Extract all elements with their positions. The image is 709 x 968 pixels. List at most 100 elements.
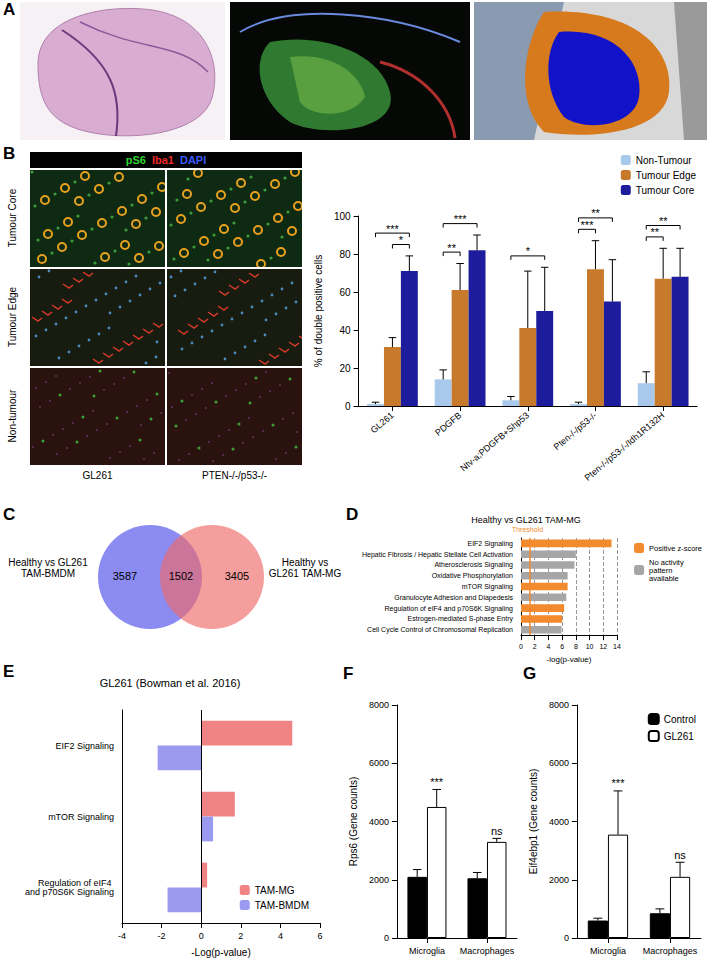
svg-text:Tumour Core: Tumour Core bbox=[636, 185, 695, 196]
html-text:3587: 3587 bbox=[112, 570, 138, 582]
svg-text:80: 80 bbox=[339, 249, 351, 260]
svg-text:6000: 6000 bbox=[369, 758, 389, 768]
svg-text:**: ** bbox=[650, 226, 659, 238]
svg-text:8000: 8000 bbox=[369, 700, 389, 710]
svg-text:60: 60 bbox=[339, 287, 351, 298]
svg-text:-Log(p-value): -Log(p-value) bbox=[191, 947, 250, 958]
svg-text:**: ** bbox=[659, 215, 668, 227]
svg-text:Atherosclerosis Signaling: Atherosclerosis Signaling bbox=[434, 561, 513, 569]
svg-text:PDGFB: PDGFB bbox=[433, 410, 463, 438]
svg-text:ns: ns bbox=[674, 849, 686, 861]
svg-text:% of double positive cells: % of double positive cells bbox=[313, 255, 324, 367]
svg-text:EIF2 Signaling: EIF2 Signaling bbox=[55, 741, 114, 751]
svg-text:Threshold: Threshold bbox=[512, 526, 543, 533]
svg-text:**: ** bbox=[447, 242, 456, 254]
svg-text:and p70S6K Signaling: and p70S6K Signaling bbox=[25, 887, 114, 897]
svg-text:***: *** bbox=[430, 776, 444, 788]
html-text:Healthy vs GL261 TAM-MG: Healthy vs GL261 TAM-MG bbox=[268, 557, 342, 579]
svg-text:-4: -4 bbox=[118, 931, 126, 941]
svg-text:6: 6 bbox=[317, 931, 322, 941]
svg-text:6: 6 bbox=[560, 643, 564, 650]
svg-text:0: 0 bbox=[564, 933, 569, 943]
svg-text:GL261 (Bowman et al. 2016): GL261 (Bowman et al. 2016) bbox=[100, 677, 241, 689]
svg-text:2000: 2000 bbox=[369, 875, 389, 885]
html-text:E: E bbox=[3, 662, 15, 681]
svg-text:Microglia: Microglia bbox=[409, 946, 445, 956]
svg-text:8: 8 bbox=[574, 643, 578, 650]
svg-text:8000: 8000 bbox=[549, 700, 569, 710]
svg-text:Pten-/-/p53-/-/Idh1R132H: Pten-/-/p53-/-/Idh1R132H bbox=[583, 410, 667, 483]
html-text:pS6: pS6 bbox=[125, 154, 146, 166]
svg-text:Non-Tumour: Non-Tumour bbox=[636, 155, 692, 166]
svg-text:*: * bbox=[399, 234, 404, 246]
svg-text:Eif4ebp1 (Gene counts): Eif4ebp1 (Gene counts) bbox=[528, 769, 539, 875]
svg-text:0: 0 bbox=[345, 401, 351, 412]
svg-text:EIF2 Signaling: EIF2 Signaling bbox=[467, 540, 513, 548]
svg-text:Microglia: Microglia bbox=[590, 946, 626, 956]
html-text:G: G bbox=[523, 664, 537, 683]
svg-text:Positive z-score: Positive z-score bbox=[649, 544, 702, 553]
svg-text:*: * bbox=[526, 245, 531, 257]
svg-text:0: 0 bbox=[384, 933, 389, 943]
svg-text:Cell Cycle Control of Chromoso: Cell Cycle Control of Chromosomal Replic… bbox=[367, 626, 513, 634]
svg-text:-log(p-value): -log(p-value) bbox=[547, 655, 592, 664]
svg-text:Regulation of eIF4 and p70S6K: Regulation of eIF4 and p70S6K Signaling bbox=[385, 605, 514, 613]
svg-text:Rps6 (Gene counts): Rps6 (Gene counts) bbox=[348, 777, 359, 867]
html-text:B: B bbox=[3, 144, 16, 163]
html-text:C: C bbox=[3, 505, 16, 524]
svg-text:Pten-/-/p53-/-: Pten-/-/p53-/- bbox=[552, 410, 599, 452]
svg-text:**: ** bbox=[591, 207, 600, 219]
svg-text:Control: Control bbox=[664, 714, 696, 725]
svg-text:mTOR Signaling: mTOR Signaling bbox=[462, 583, 513, 591]
svg-text:0: 0 bbox=[519, 643, 523, 650]
svg-text:TAM-BMDM: TAM-BMDM bbox=[255, 900, 309, 911]
html-text:3405: 3405 bbox=[224, 570, 250, 582]
svg-text:Tumour Edge: Tumour Edge bbox=[636, 170, 697, 181]
html-text:A: A bbox=[3, 0, 16, 19]
svg-text:TAM-MG: TAM-MG bbox=[255, 885, 295, 896]
html-text:DAPI: DAPI bbox=[180, 154, 207, 166]
svg-text:4: 4 bbox=[278, 931, 283, 941]
svg-text:***: *** bbox=[386, 223, 400, 235]
svg-text:Macrophages: Macrophages bbox=[460, 946, 515, 956]
svg-text:Estrogen-mediated S-phase Entr: Estrogen-mediated S-phase Entry bbox=[408, 615, 514, 623]
html-text:Tumour Core: Tumour Core bbox=[7, 188, 18, 248]
svg-text:100: 100 bbox=[334, 211, 351, 222]
html-text:Tumour Edge: Tumour Edge bbox=[7, 286, 18, 348]
svg-text:14: 14 bbox=[613, 643, 621, 650]
html-text:D: D bbox=[346, 505, 359, 524]
svg-text:Macrophages: Macrophages bbox=[643, 946, 698, 956]
svg-text:Oxidative Phosphorylation: Oxidative Phosphorylation bbox=[432, 572, 513, 580]
svg-text:4: 4 bbox=[546, 643, 550, 650]
svg-text:4000: 4000 bbox=[369, 817, 389, 827]
svg-text:4000: 4000 bbox=[549, 817, 569, 827]
svg-text:Hepatic Fibrosis / Hepatic Ste: Hepatic Fibrosis / Hepatic Stellate Cell… bbox=[362, 551, 513, 559]
svg-text:-2: -2 bbox=[158, 931, 166, 941]
svg-text:Granulocyte Adhesion and Diape: Granulocyte Adhesion and Diapedesis bbox=[394, 594, 513, 602]
svg-text:10: 10 bbox=[586, 643, 594, 650]
svg-text:GL261: GL261 bbox=[664, 731, 694, 742]
svg-text:ns: ns bbox=[491, 825, 503, 837]
svg-text:2000: 2000 bbox=[549, 875, 569, 885]
html-text:Healthy vs GL261 TAM-BMDM: Healthy vs GL261 TAM-BMDM bbox=[8, 557, 88, 579]
html-text:Non-tumour: Non-tumour bbox=[7, 389, 18, 443]
svg-text:2: 2 bbox=[533, 643, 537, 650]
svg-text:GL261: GL261 bbox=[369, 410, 396, 435]
svg-text:2: 2 bbox=[238, 931, 243, 941]
svg-text:***: *** bbox=[581, 219, 595, 231]
svg-text:12: 12 bbox=[599, 643, 607, 650]
html-text:1502: 1502 bbox=[168, 570, 194, 582]
svg-text:20: 20 bbox=[339, 363, 351, 374]
html-text:Iba1: Iba1 bbox=[151, 154, 174, 166]
svg-text:***: *** bbox=[454, 213, 468, 225]
svg-text:mTOR Signaling: mTOR Signaling bbox=[48, 812, 114, 822]
svg-text:0: 0 bbox=[199, 931, 204, 941]
html-text:PTEN-/-/p53-/-: PTEN-/-/p53-/- bbox=[202, 470, 267, 481]
svg-text:40: 40 bbox=[339, 325, 351, 336]
svg-text:6000: 6000 bbox=[549, 758, 569, 768]
svg-text:Ntv-a;PDGFB+Shp53: Ntv-a;PDGFB+Shp53 bbox=[458, 410, 531, 473]
svg-text:***: *** bbox=[612, 777, 626, 789]
svg-text:Healthy vs GL261 TAM-MG: Healthy vs GL261 TAM-MG bbox=[471, 515, 581, 525]
html-text:GL261: GL261 bbox=[82, 470, 113, 481]
svg-text:available: available bbox=[649, 574, 679, 583]
